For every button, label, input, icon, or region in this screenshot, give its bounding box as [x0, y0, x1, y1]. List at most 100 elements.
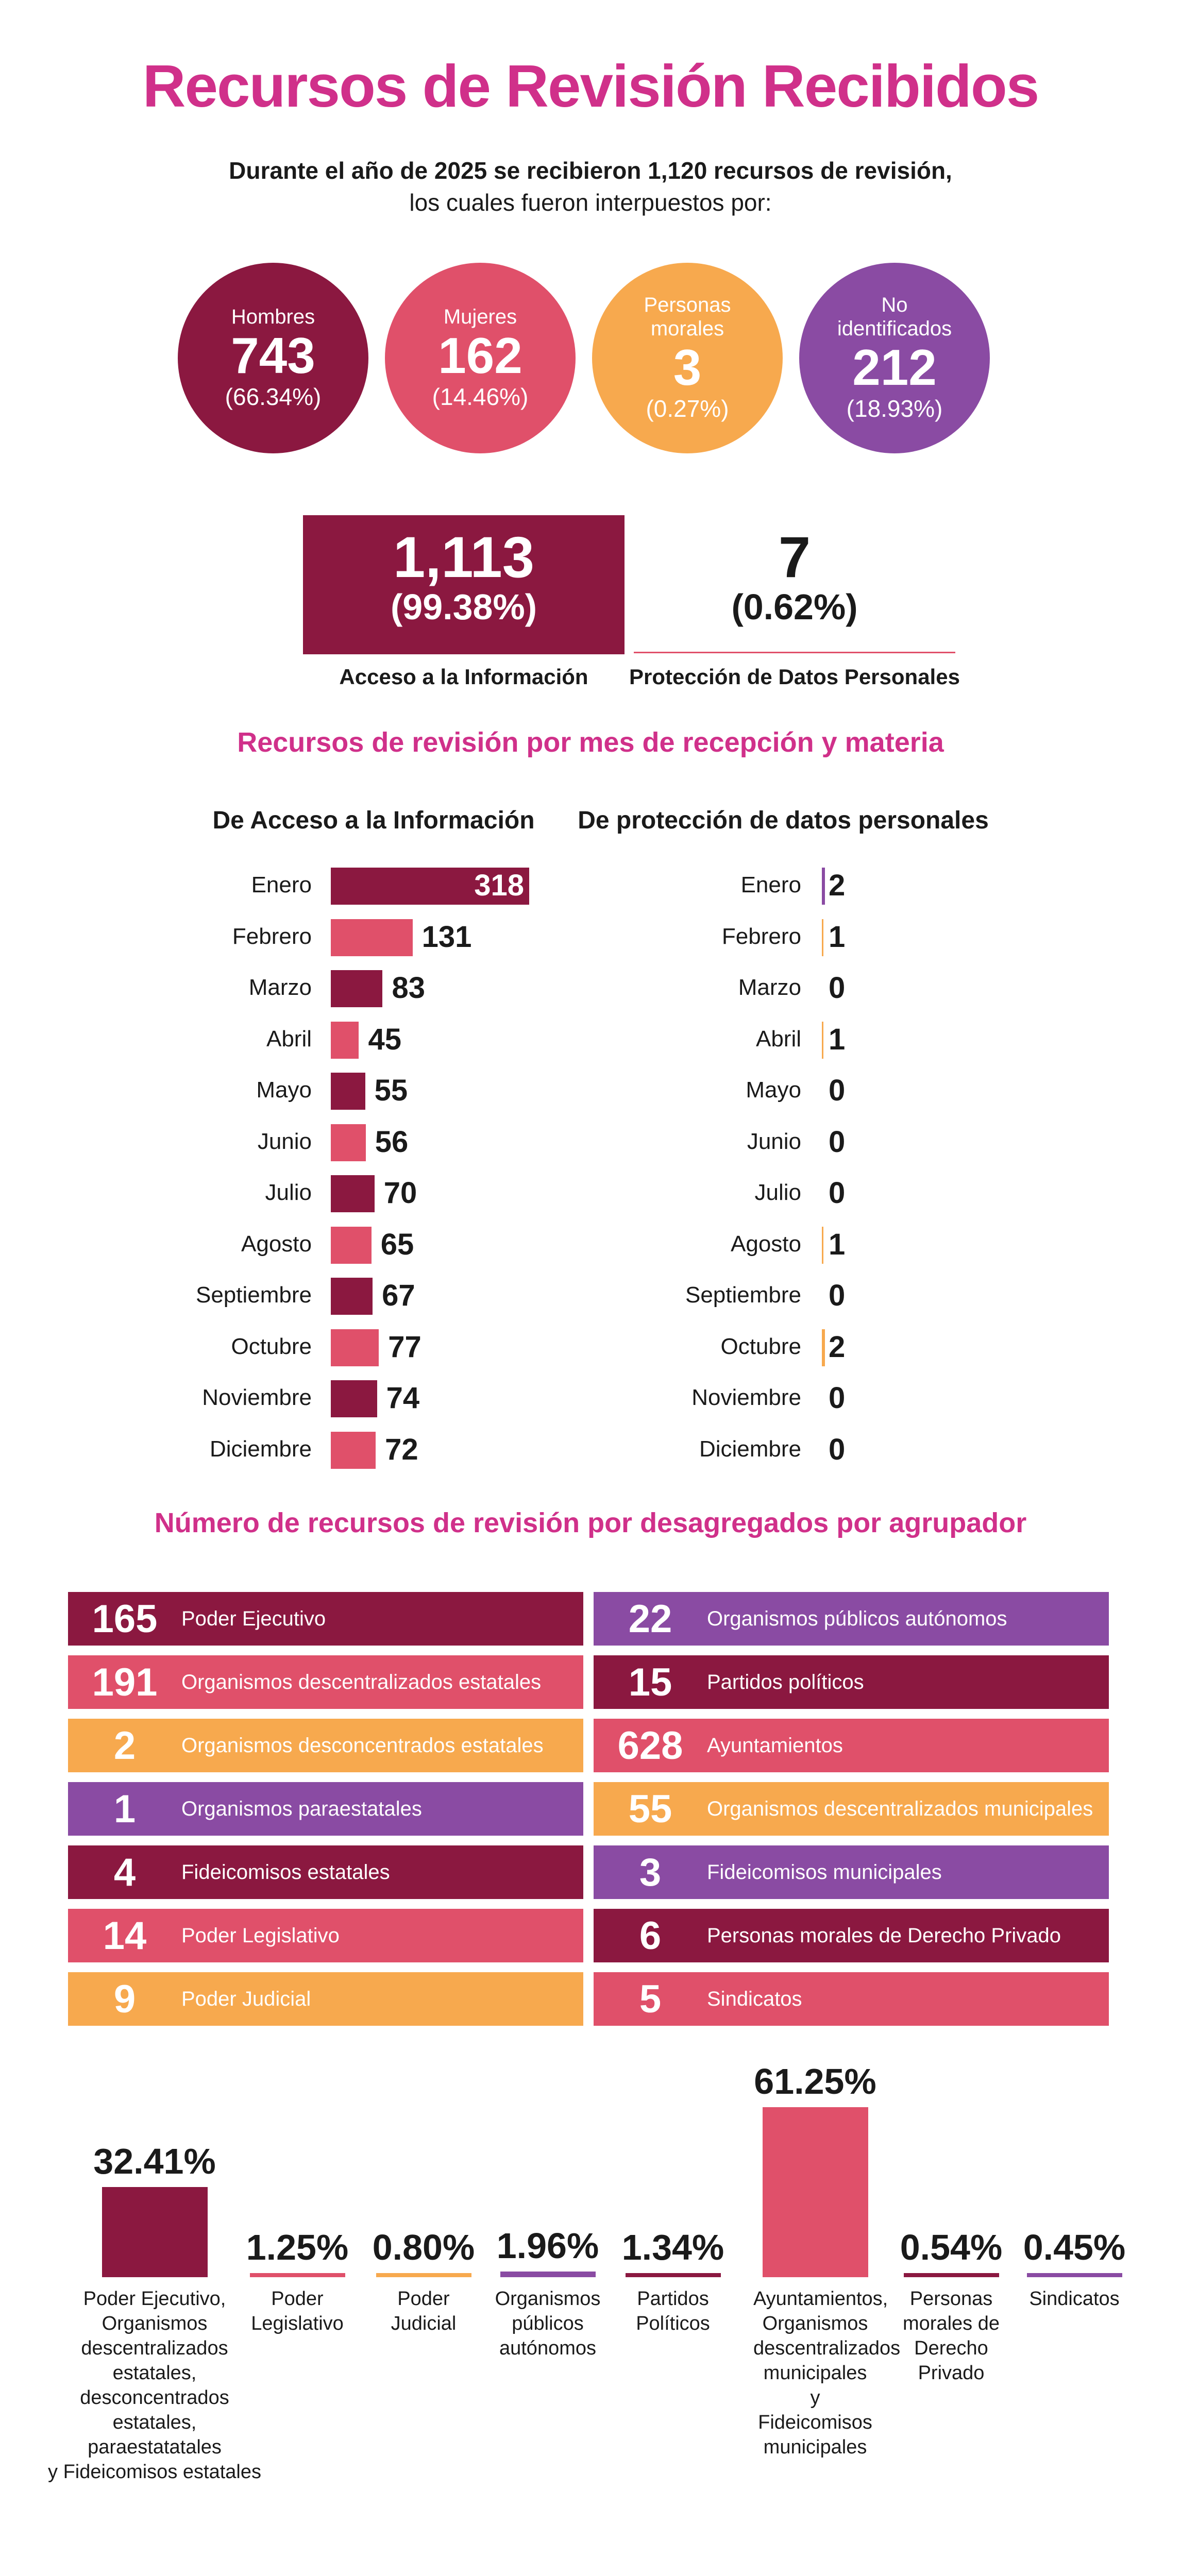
month-label-datos: Julio — [754, 1180, 802, 1205]
month-label-acceso: Mayo — [256, 1077, 312, 1103]
agrupador-cell: 628 Ayuntamientos — [594, 1719, 1109, 1772]
agrupador-label: Fideicomisos municipales — [707, 1860, 942, 1884]
month-label-datos: Agosto — [731, 1231, 801, 1257]
circle-label: No identificados — [837, 294, 952, 340]
percent-category-line: autónomos — [499, 2337, 596, 2359]
percent-chart: 32.41% Poder Ejecutivo, Organismos descentr… — [0, 2040, 1181, 2576]
agrupador-cell: 55 Organismos descentralizados municipale… — [594, 1782, 1109, 1836]
circle-value: 162 — [438, 327, 522, 384]
agrupador-label: Organismos paraestatales — [181, 1797, 422, 1820]
agrupador-cell: 14 Poder Legislativo — [68, 1909, 583, 1962]
month-label-acceso: Marzo — [248, 975, 312, 1000]
circle-label: Hombres — [231, 306, 315, 328]
percent-value: 0.80% — [372, 2227, 475, 2267]
month-label-acceso: Enero — [251, 872, 312, 897]
circle-label: Personas morales — [644, 294, 731, 340]
percent-category-label: Organismos públicos autónomos — [486, 2286, 610, 2361]
percent-category-line: Poder Ejecutivo, — [83, 2288, 226, 2310]
agrupador-value: 22 — [628, 1597, 672, 1641]
agrupador-value: 14 — [103, 1913, 147, 1958]
agrupador-value: 2 — [113, 1723, 136, 1768]
percent-value: 61.25% — [754, 2061, 876, 2102]
value-datos: 0 — [829, 1381, 846, 1415]
agrupador-cell: 5 Sindicatos — [594, 1972, 1109, 2026]
circle-hombres: Hombres 743 (66.34%) — [178, 263, 368, 453]
bar-acceso — [331, 1278, 373, 1315]
agrupador-cell: 22 Organismos públicos autónomos — [594, 1592, 1109, 1646]
value-datos: 0 — [829, 1074, 846, 1107]
percent-category-line: municipales — [763, 2436, 867, 2458]
percent-value: 0.54% — [900, 2227, 1003, 2267]
value-datos: 1 — [829, 1227, 846, 1261]
datos-pct: (0.62%) — [731, 587, 858, 627]
percent-category-label: Poder Judicial — [362, 2286, 485, 2336]
percent-category-line: descentralizados — [81, 2337, 228, 2359]
percent-category-line: Poder — [397, 2288, 450, 2310]
month-label-acceso: Octubre — [231, 1333, 312, 1359]
month-label-datos: Diciembre — [699, 1436, 801, 1462]
month-label-datos: Enero — [740, 872, 801, 897]
percent-category-line: morales de — [903, 2313, 1000, 2334]
percent-category-line: paraestatatales — [88, 2436, 222, 2458]
agrupador-cell: 15 Partidos políticos — [594, 1655, 1109, 1709]
percent-category-label: Poder Legislativo — [235, 2286, 359, 2336]
percent-category-label: Partidos Políticos — [611, 2286, 735, 2336]
percent-category-line: Organismos — [762, 2313, 868, 2334]
month-label-acceso: Febrero — [232, 923, 312, 949]
percent-category-line: Personas — [909, 2288, 993, 2310]
agrupador-value: 15 — [628, 1660, 672, 1704]
value-acceso: 83 — [392, 971, 425, 1005]
percent-category-line: estatales, — [112, 2362, 197, 2384]
percent-category-line: Partidos — [637, 2288, 709, 2310]
value-datos: 1 — [829, 1022, 846, 1056]
value-datos: 1 — [829, 920, 846, 954]
bar-acceso — [331, 970, 383, 1007]
value-acceso: 77 — [388, 1330, 421, 1364]
percent-category-line: Organismos — [102, 2313, 208, 2334]
agrupador-label: Organismos desconcentrados estatales — [181, 1734, 544, 1757]
agrupador-value: 191 — [92, 1660, 158, 1704]
page-title: Recursos de Revisión Recibidos — [142, 53, 1040, 120]
percent-value: 0.45% — [1023, 2227, 1126, 2267]
bar-datos — [822, 1226, 823, 1264]
monthly-chart: Enero 318 Enero 2 Febrero 131 Febrero 1 Marzo 83 M… — [0, 866, 1181, 1494]
percent-category-line: Legislativo — [251, 2313, 344, 2334]
monthly-section-title: Recursos de revisión por mes de recepció… — [237, 727, 944, 758]
bar-acceso — [331, 1021, 359, 1059]
circle-mujeres: Mujeres 162 (14.46%) — [385, 263, 576, 453]
value-acceso: 56 — [375, 1125, 409, 1159]
percent-category-line: Ayuntamientos, — [753, 2288, 888, 2310]
percent-category-line: estatales, — [112, 2412, 197, 2433]
circle-personas-morales: Personas morales 3 (0.27%) — [592, 263, 783, 453]
percent-category-line: municipales — [763, 2362, 867, 2384]
percent-category-line: Políticos — [636, 2313, 710, 2334]
bar-acceso — [331, 1073, 365, 1110]
percent-category-line: Privado — [918, 2362, 985, 2384]
agrupador-value: 5 — [639, 1977, 662, 2021]
bar-acceso — [331, 1175, 375, 1212]
circle-pct: (18.93%) — [846, 395, 943, 422]
agrupador-section-title: Número de recursos de revisión por desag… — [154, 1507, 1027, 1538]
percent-category-label: Poder Ejecutivo, Organismos descentralizad… — [31, 2286, 278, 2484]
value-datos: 2 — [829, 869, 846, 902]
circle-value: 743 — [231, 327, 315, 384]
percent-bar — [102, 2187, 208, 2277]
percent-value: 32.41% — [93, 2141, 216, 2182]
percent-category-line: Sindicatos — [1029, 2288, 1120, 2310]
month-label-datos: Abril — [755, 1026, 801, 1052]
circle-no-identificados: No identificados 212 (18.93%) — [799, 263, 990, 453]
percent-bar — [376, 2273, 471, 2277]
bar-datos — [822, 919, 823, 956]
month-label-acceso: Septiembre — [195, 1282, 312, 1308]
month-label-acceso: Abril — [266, 1026, 312, 1052]
agrupador-cell: 9 Poder Judicial — [68, 1972, 583, 2026]
circle-pct: (66.34%) — [225, 383, 322, 410]
acceso-label: Acceso a la Información — [339, 665, 588, 689]
circle-value: 3 — [673, 339, 702, 396]
agrupador-cell: 4 Fideicomisos estatales — [68, 1845, 583, 1899]
month-label-datos: Marzo — [738, 975, 801, 1000]
value-acceso: 318 — [474, 869, 524, 902]
bar-datos — [822, 1021, 823, 1059]
month-label-datos: Septiembre — [685, 1282, 801, 1308]
agrupador-cell: 6 Personas morales de Derecho Privado — [594, 1909, 1109, 1962]
